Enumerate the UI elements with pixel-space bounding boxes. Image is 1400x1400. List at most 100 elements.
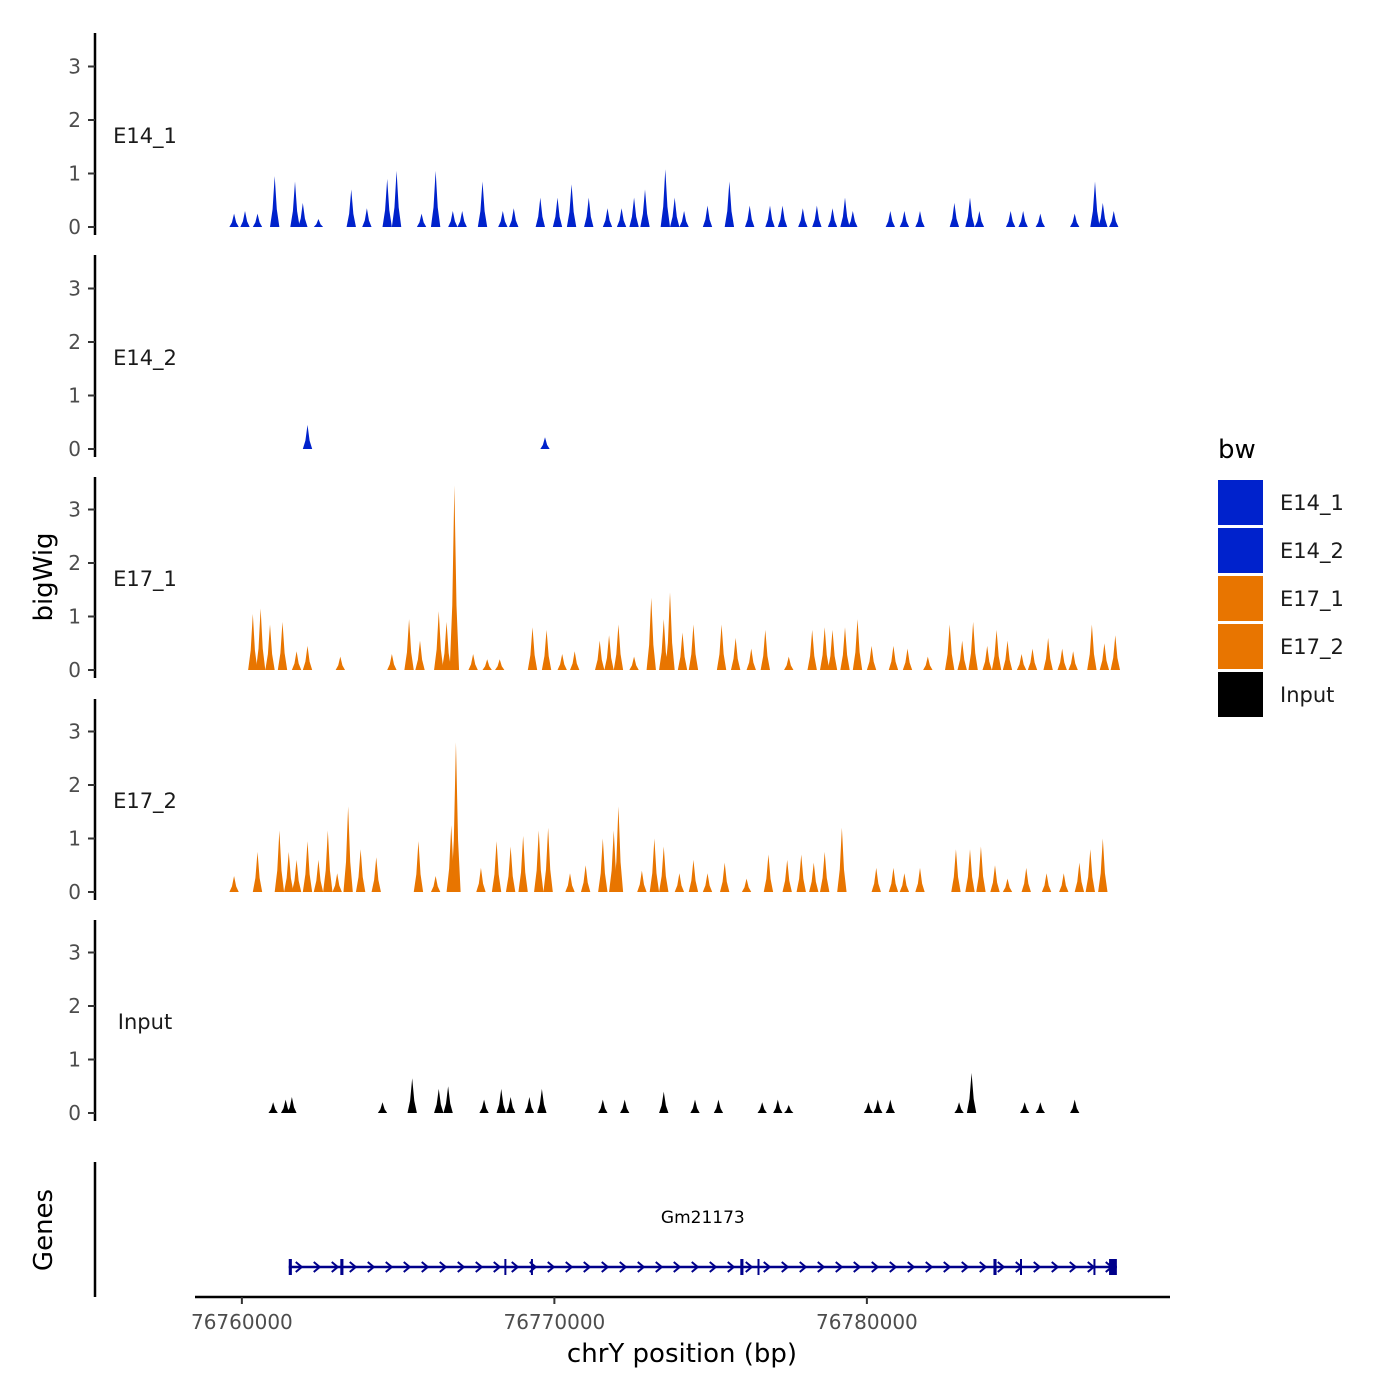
strand-arrow bbox=[565, 1261, 574, 1273]
strand-arrow bbox=[961, 1261, 970, 1273]
legend-title: bw bbox=[1218, 435, 1256, 465]
peak-E17_2 bbox=[518, 835, 528, 892]
peak-Input bbox=[407, 1078, 417, 1113]
peak-E14_1 bbox=[252, 213, 263, 227]
peak-Input bbox=[863, 1102, 874, 1113]
strand-arrow bbox=[817, 1261, 826, 1273]
peak-E17_1 bbox=[866, 645, 877, 670]
peak-Input bbox=[443, 1086, 453, 1113]
peak-E17_2 bbox=[565, 873, 575, 892]
peak-E17_1 bbox=[265, 624, 275, 670]
strand-arrow bbox=[367, 1261, 376, 1273]
peak-Input bbox=[784, 1104, 794, 1113]
strand-arrow bbox=[853, 1261, 862, 1273]
strand-arrow bbox=[439, 1261, 448, 1273]
peak-Input bbox=[479, 1099, 489, 1113]
peak-E17_2 bbox=[491, 841, 502, 892]
y-tick-label: 2 bbox=[68, 551, 81, 575]
peak-E17_2 bbox=[796, 854, 806, 892]
peak-E14_1 bbox=[566, 184, 577, 227]
strand-arrow bbox=[583, 1261, 592, 1273]
legend-label-E14_2: E14_2 bbox=[1280, 539, 1344, 564]
strand-arrow bbox=[295, 1261, 304, 1273]
strand-arrow bbox=[313, 1261, 322, 1273]
strand-arrow bbox=[1051, 1261, 1060, 1273]
y-tick-label: 1 bbox=[68, 827, 81, 851]
peak-E17_1 bbox=[1016, 653, 1027, 670]
peak-E14_1 bbox=[724, 181, 735, 227]
peak-E14_1 bbox=[702, 205, 713, 227]
peak-E17_2 bbox=[1074, 862, 1085, 892]
peak-E14_1 bbox=[974, 210, 985, 227]
peak-E17_1 bbox=[482, 659, 492, 670]
legend-label-E14_1: E14_1 bbox=[1280, 491, 1344, 516]
peak-E17_1 bbox=[495, 659, 505, 670]
peak-E14_2 bbox=[540, 437, 550, 449]
peak-E17_1 bbox=[665, 592, 675, 670]
peak-E17_1 bbox=[541, 629, 552, 670]
peak-E17_2 bbox=[871, 867, 881, 892]
strand-arrow bbox=[619, 1261, 628, 1273]
x-axis: 76760000 76770000 76780000 bbox=[191, 1295, 1170, 1334]
track-label: E17_1 bbox=[113, 567, 177, 592]
peak-E14_1 bbox=[313, 218, 324, 227]
strand-arrow bbox=[835, 1261, 844, 1273]
peak-E17_1 bbox=[902, 648, 913, 670]
peak-E17_2 bbox=[965, 849, 975, 892]
peak-E17_2 bbox=[302, 841, 313, 892]
peak-E17_2 bbox=[1021, 867, 1031, 892]
peak-E17_1 bbox=[255, 608, 266, 670]
legend-swatch-E14_1 bbox=[1218, 480, 1263, 525]
peak-E14_1 bbox=[1035, 213, 1045, 227]
peak-E14_1 bbox=[640, 189, 650, 227]
peak-Input bbox=[496, 1088, 506, 1113]
peak-E17_2 bbox=[451, 742, 461, 892]
peak-E14_1 bbox=[1098, 202, 1108, 227]
y-tick-label: 2 bbox=[68, 330, 81, 354]
legend-swatch-Input bbox=[1218, 672, 1263, 717]
peak-E17_2 bbox=[888, 867, 899, 892]
peak-E17_2 bbox=[505, 846, 516, 892]
strand-arrow bbox=[1069, 1261, 1078, 1273]
peak-Input bbox=[873, 1099, 883, 1113]
peak-E17_1 bbox=[746, 648, 756, 670]
peak-E17_1 bbox=[604, 635, 614, 670]
y-axis-title: bigWig bbox=[29, 532, 59, 621]
peak-E17_1 bbox=[277, 621, 288, 670]
strand-arrow bbox=[385, 1261, 394, 1273]
peak-E17_1 bbox=[1110, 635, 1120, 670]
peak-E17_1 bbox=[659, 619, 669, 670]
strand-arrow bbox=[745, 1261, 754, 1273]
y-tick-label: 2 bbox=[68, 994, 81, 1018]
y-tick-label: 1 bbox=[68, 384, 81, 408]
peak-E17_2 bbox=[837, 827, 847, 892]
peak-E17_1 bbox=[1002, 640, 1013, 670]
y-tick-label: 3 bbox=[68, 498, 81, 522]
peak-E14_1 bbox=[240, 210, 250, 227]
strand-arrow bbox=[727, 1261, 736, 1273]
peak-E17_2 bbox=[649, 838, 660, 892]
peak-E14_1 bbox=[535, 197, 545, 227]
peak-E17_2 bbox=[1041, 873, 1052, 892]
strand-arrow bbox=[871, 1261, 880, 1273]
peak-E17_1 bbox=[827, 629, 838, 670]
peak-E17_2 bbox=[1098, 838, 1108, 892]
strand-arrow bbox=[781, 1261, 790, 1273]
gene-exon bbox=[757, 1259, 760, 1275]
strand-arrow bbox=[655, 1261, 664, 1273]
peak-Input bbox=[713, 1099, 724, 1113]
peak-E14_1 bbox=[602, 208, 613, 227]
track-E14_1: 0 1 2 3 E14_1 bbox=[68, 33, 1119, 239]
strand-arrow bbox=[997, 1261, 1006, 1273]
peak-E17_1 bbox=[557, 653, 567, 670]
peak-Input bbox=[1035, 1102, 1045, 1113]
x-tick-label: 76770000 bbox=[503, 1310, 605, 1334]
peak-E17_1 bbox=[923, 656, 933, 670]
strand-arrow bbox=[979, 1261, 988, 1273]
peak-E17_1 bbox=[677, 632, 688, 670]
peak-E14_1 bbox=[346, 189, 356, 227]
legend-swatch-E14_2 bbox=[1218, 528, 1263, 573]
y-tick-label: 1 bbox=[68, 162, 81, 186]
